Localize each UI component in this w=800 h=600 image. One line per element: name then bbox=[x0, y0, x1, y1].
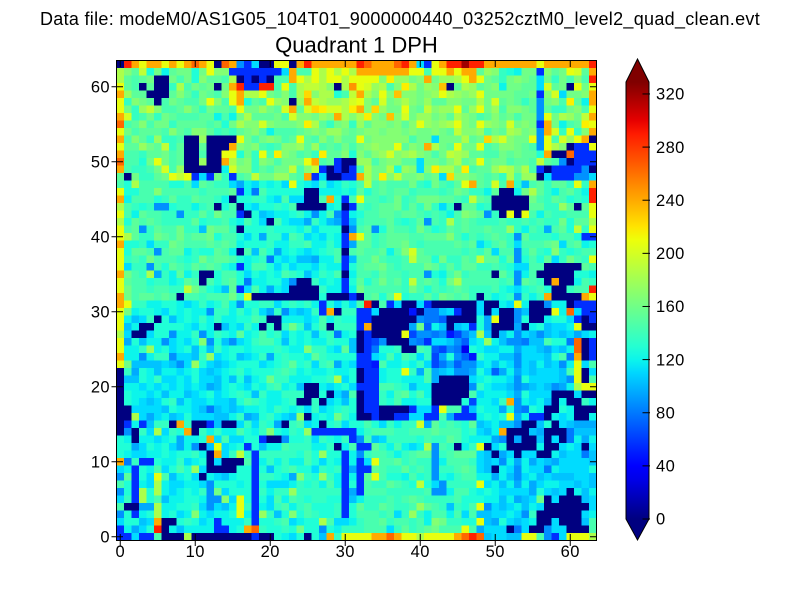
svg-text:50: 50 bbox=[486, 543, 505, 561]
svg-text:160: 160 bbox=[656, 298, 685, 316]
svg-text:0: 0 bbox=[656, 511, 666, 529]
svg-text:40: 40 bbox=[411, 543, 430, 561]
svg-text:0: 0 bbox=[100, 528, 110, 546]
svg-text:10: 10 bbox=[91, 453, 110, 471]
svg-text:20: 20 bbox=[261, 543, 280, 561]
svg-text:30: 30 bbox=[91, 303, 110, 321]
svg-text:120: 120 bbox=[656, 351, 685, 369]
svg-text:60: 60 bbox=[91, 78, 110, 96]
svg-text:Quadrant 1 DPH: Quadrant 1 DPH bbox=[275, 32, 438, 57]
svg-text:60: 60 bbox=[561, 543, 580, 561]
svg-text:10: 10 bbox=[186, 543, 205, 561]
svg-text:200: 200 bbox=[656, 245, 685, 263]
svg-text:80: 80 bbox=[656, 404, 675, 422]
svg-text:240: 240 bbox=[656, 192, 685, 210]
svg-text:50: 50 bbox=[91, 153, 110, 171]
svg-text:40: 40 bbox=[91, 228, 110, 246]
svg-text:30: 30 bbox=[336, 543, 355, 561]
svg-text:Data file: modeM0/AS1G05_104T0: Data file: modeM0/AS1G05_104T01_90000004… bbox=[40, 9, 760, 30]
svg-text:40: 40 bbox=[656, 458, 675, 476]
svg-text:280: 280 bbox=[656, 139, 685, 157]
svg-text:320: 320 bbox=[656, 86, 685, 104]
svg-text:20: 20 bbox=[91, 378, 110, 396]
svg-text:0: 0 bbox=[115, 543, 125, 561]
